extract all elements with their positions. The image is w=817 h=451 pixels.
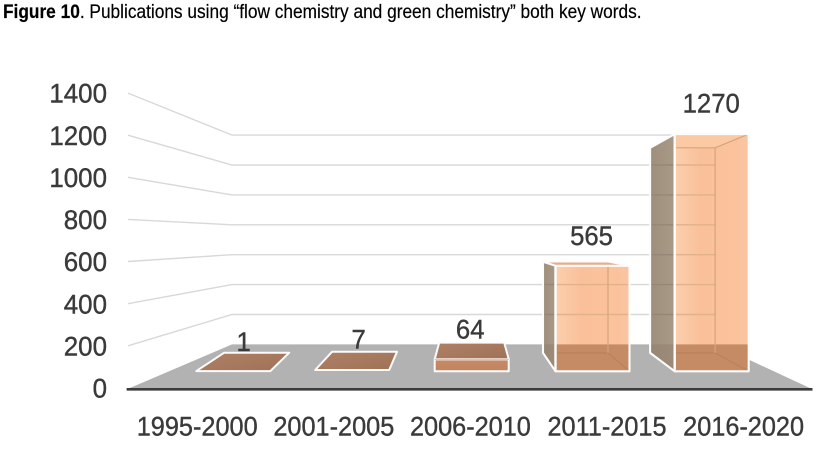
svg-text:1400: 1400 [49, 78, 107, 109]
svg-text:1200: 1200 [49, 120, 107, 151]
svg-text:1000: 1000 [49, 162, 107, 193]
svg-text:400: 400 [64, 289, 107, 320]
svg-text:2016-2020: 2016-2020 [683, 411, 804, 442]
svg-text:0: 0 [93, 373, 107, 404]
svg-text:800: 800 [64, 205, 107, 236]
svg-text:200: 200 [64, 331, 107, 362]
svg-text:64: 64 [456, 314, 485, 345]
svg-text:Figure 10. Publications using: Figure 10. Publications using “flow chem… [3, 0, 642, 22]
svg-text:7: 7 [351, 324, 365, 355]
svg-text:2006-2010: 2006-2010 [410, 411, 531, 442]
svg-text:600: 600 [64, 247, 107, 278]
svg-text:1995-2000: 1995-2000 [137, 411, 258, 442]
svg-text:1: 1 [236, 326, 250, 357]
svg-text:2001-2005: 2001-2005 [273, 411, 394, 442]
svg-text:2011-2015: 2011-2015 [547, 411, 666, 442]
svg-text:1270: 1270 [683, 88, 740, 119]
svg-text:565: 565 [570, 220, 613, 251]
